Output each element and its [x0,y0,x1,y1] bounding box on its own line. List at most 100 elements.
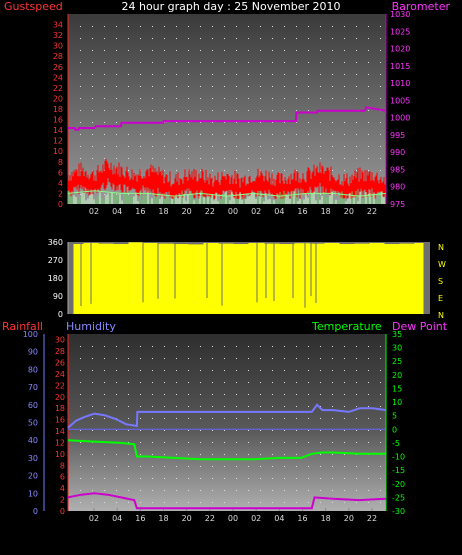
graph-title: 24 hour graph day : 25 November 2010 [121,0,341,13]
temperature-label: Temperature [312,320,382,333]
dir-tick-1: 90 [53,292,63,301]
temp-tick-5: -5 [392,439,400,448]
panel1-xtick-3: 18 [158,207,168,216]
temp-tick-8: 10 [392,398,402,407]
gust-tick-12: 24 [53,73,63,82]
panel3-xtick-1: 04 [112,514,122,523]
panel1-xtick-6: 00 [228,207,238,216]
temp-tick-11: 25 [392,357,402,366]
dir-tick-3: 270 [48,256,63,265]
temp-tick-3: -15 [392,466,405,475]
panel1-xtick-11: 20 [344,207,354,216]
panel3-xtick-6: 00 [228,514,238,523]
dir-tick-2: 180 [48,274,63,283]
hum-tick-7: 70 [28,383,38,392]
avg-speed-line [67,190,387,197]
gust-tick-2: 4 [58,179,63,188]
compass-0: N [438,243,444,252]
dir-tick-0: 0 [58,310,63,319]
panel3-xtick-2: 16 [135,514,145,523]
rain-tick-7: 14 [55,427,65,436]
hum-tick-3: 30 [28,454,38,463]
gust-tick-10: 20 [53,94,63,103]
dir-tick-4: 360 [48,238,63,247]
panel3-xtick-11: 20 [344,514,354,523]
gust-tick-1: 2 [58,189,63,198]
panel1-xtick-2: 16 [135,207,145,216]
gust-noise [67,159,386,199]
gust-tick-16: 32 [53,31,63,40]
gust-tick-5: 10 [53,147,63,156]
temp-tick-7: 5 [392,412,397,421]
panel3-xtick-12: 22 [367,514,377,523]
rain-tick-13: 26 [55,359,65,368]
gustspeed-label: Gustspeed [4,0,63,13]
panel3-xtick-10: 18 [321,514,331,523]
gust-tick-14: 28 [53,52,63,61]
gust-tick-4: 8 [58,158,63,167]
panel1-xtick-9: 16 [297,207,307,216]
hum-tick-10: 100 [23,330,38,339]
temperature-line [67,439,386,461]
panel1-xtick-0: 02 [89,207,99,216]
panel3-xtick-3: 18 [158,514,168,523]
hum-tick-1: 10 [28,489,38,498]
panel1-xtick-1: 04 [112,207,122,216]
gust-tick-13: 26 [53,63,63,72]
panel1-xtick-8: 04 [274,207,284,216]
panel3-xtick-5: 22 [205,514,215,523]
rain-tick-6: 12 [55,438,65,447]
panel3-xtick-7: 02 [251,514,261,523]
panel3-xtick-4: 20 [182,514,192,523]
temp-tick-6: 0 [392,425,397,434]
dewpoint-label: Dew Point [392,320,448,333]
temp-tick-1: -25 [392,493,405,502]
baro-tick-3: 990 [390,148,405,157]
rain-tick-3: 6 [60,473,65,482]
gust-tick-9: 18 [53,105,63,114]
barometer-line [68,106,387,131]
baro-tick-6: 1005 [390,96,410,105]
hum-tick-5: 50 [28,419,38,428]
compass-1: W [438,260,446,269]
temp-tick-12: 30 [392,344,402,353]
panel1-xtick-12: 22 [367,207,377,216]
baro-tick-11: 1030 [390,10,410,19]
rain-tick-2: 4 [60,484,65,493]
compass-2: S [438,277,443,286]
baro-tick-8: 1015 [390,62,410,71]
humidity-line [67,403,387,429]
wind-direction-bars [73,242,424,314]
temp-tick-0: -30 [392,507,405,516]
panel3-grid [80,346,381,503]
rain-tick-1: 2 [60,496,65,505]
baro-tick-2: 985 [390,165,405,174]
temp-tick-2: -20 [392,480,405,489]
baro-tick-7: 1010 [390,79,410,88]
gust-tick-0: 0 [58,200,63,209]
panel1-xtick-5: 22 [205,207,215,216]
rain-tick-8: 16 [55,416,65,425]
baro-tick-5: 1000 [390,114,410,123]
temp-tick-4: -10 [392,453,405,462]
temp-tick-9: 15 [392,384,402,393]
gust-tick-3: 6 [58,168,63,177]
rain-tick-10: 20 [55,393,65,402]
humidity-label: Humidity [66,320,116,333]
gust-tick-15: 30 [53,42,63,51]
temp-tick-13: 35 [392,330,402,339]
panel3-xtick-9: 16 [297,514,307,523]
hum-tick-9: 90 [28,348,38,357]
rain-tick-0: 0 [60,507,65,516]
panel3-xtick-0: 02 [89,514,99,523]
baro-tick-0: 975 [390,200,405,209]
temp-tick-10: 20 [392,371,402,380]
rain-tick-11: 22 [55,381,65,390]
gust-tick-6: 12 [53,137,63,146]
dewpoint-line [67,492,387,510]
panel1-xtick-10: 18 [321,207,331,216]
baro-tick-4: 995 [390,131,405,140]
gust-tick-8: 16 [53,116,63,125]
rain-tick-12: 24 [55,370,65,379]
